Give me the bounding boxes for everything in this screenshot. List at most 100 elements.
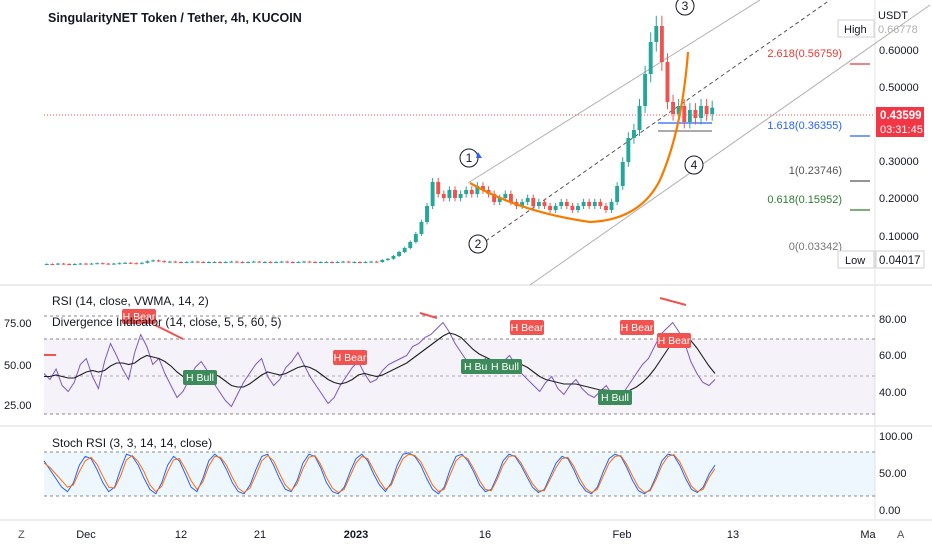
candle-body xyxy=(50,264,55,265)
cup-curve xyxy=(469,51,690,224)
candle-body xyxy=(576,206,580,210)
candle-body xyxy=(357,262,362,263)
h-bull-badge xyxy=(183,370,217,385)
candle-body xyxy=(430,182,435,206)
candle-body xyxy=(346,261,351,263)
candle-body xyxy=(631,130,636,138)
candle-body xyxy=(699,106,703,118)
candle-body xyxy=(307,261,312,263)
price-axis-tick: 0.60000 xyxy=(879,45,919,57)
zoom-icon[interactable]: Z xyxy=(18,529,25,541)
stoch-axis-tick: 50.00 xyxy=(879,468,907,480)
low-value-box xyxy=(875,250,925,269)
rsi-left-tick: 50.00 xyxy=(4,360,32,372)
candle-body xyxy=(128,262,133,264)
candle-body xyxy=(290,262,295,263)
rsi-right-tick: 40.00 xyxy=(879,387,907,399)
candle-body xyxy=(447,190,452,198)
stoch-k-line xyxy=(43,452,716,495)
stoch-axis-tick: 100.00 xyxy=(879,431,913,443)
candle-body xyxy=(184,262,189,263)
h-bear-badge xyxy=(122,309,156,324)
divergence-badge-text: H Bull xyxy=(491,361,519,373)
candle-body xyxy=(441,194,446,198)
fib-level-label: 1.618(0.36355) xyxy=(767,120,842,132)
candle-body xyxy=(257,261,262,263)
h-bear-badge xyxy=(657,333,691,348)
candle-body xyxy=(352,262,357,263)
candle-body xyxy=(525,198,530,202)
candle-body xyxy=(542,202,547,206)
candles xyxy=(44,15,715,266)
candle-body xyxy=(206,262,211,263)
candle-body xyxy=(67,264,72,265)
candle-body xyxy=(324,262,329,263)
time-axis-tick: Dec xyxy=(76,529,96,541)
fib-level-label: 1(0.23746) xyxy=(789,165,842,177)
candle-body xyxy=(682,106,687,122)
divergence-badge-text: H Bull xyxy=(186,372,214,384)
candle-body xyxy=(475,186,480,194)
high-label: High xyxy=(844,24,867,36)
price-axis-tick: 0.50000 xyxy=(879,82,919,94)
time-axis-tick: Feb xyxy=(613,529,632,541)
candle-body xyxy=(581,202,586,206)
time-axis-tick: 2023 xyxy=(344,529,368,541)
candle-body xyxy=(380,260,385,262)
time-axis-tick: Ma xyxy=(860,529,876,541)
candle-body xyxy=(268,262,273,263)
candle-body xyxy=(520,202,525,206)
rsi-right-tick: 80.00 xyxy=(879,314,907,326)
rsi-left-tick: 75.00 xyxy=(4,318,32,330)
candle-body xyxy=(156,260,161,262)
price-axis-tick: 0.30000 xyxy=(879,156,919,168)
candle-body xyxy=(693,110,698,118)
trend-channel xyxy=(44,0,931,286)
h-bull-badge xyxy=(598,390,632,405)
axes: 0.60000 0.50000 0.30000 0.20000 0.10000 75.00… xyxy=(4,45,919,541)
candle-body xyxy=(548,206,553,210)
wave-label: 2 xyxy=(475,237,482,251)
low-tag xyxy=(837,250,875,269)
channel-lower-line xyxy=(529,4,931,286)
h-bear-badge xyxy=(510,320,544,335)
wave-label: 3 xyxy=(682,0,689,13)
candle-body xyxy=(139,262,144,264)
candle-body xyxy=(167,261,172,263)
candle-body xyxy=(318,262,323,263)
stoch-d-line xyxy=(43,453,716,494)
divergence-badge-text: H Bull xyxy=(464,361,492,373)
candle-body xyxy=(397,252,402,256)
current-price-value: 0.43599 xyxy=(880,110,922,122)
fib-levels: 2.618(0.56759) 1.618(0.36355) 1(0.23746) 0.… xyxy=(767,48,870,258)
candle-body xyxy=(710,107,715,114)
divergence-badge-text: H Bear xyxy=(621,322,654,334)
candle-body xyxy=(296,262,301,263)
candle-body xyxy=(173,261,178,263)
candle-body xyxy=(604,206,608,210)
candle-body xyxy=(676,106,681,114)
auto-scale-icon[interactable]: A xyxy=(897,529,905,541)
wave-label: 4 xyxy=(691,158,698,172)
candle-body xyxy=(72,264,77,265)
divergence-badge-text: H Bear xyxy=(334,352,367,364)
candle-body xyxy=(341,261,346,263)
candle-body xyxy=(151,260,155,262)
h-bear-badge xyxy=(620,320,654,335)
stoch-band xyxy=(44,452,875,496)
candle-body xyxy=(570,206,575,210)
candle-body xyxy=(564,202,569,206)
price-axis-tick: 0.20000 xyxy=(879,193,919,205)
candle-body xyxy=(492,194,497,202)
candle-body xyxy=(313,262,318,263)
currency-label: USDT xyxy=(878,10,908,22)
candle-body xyxy=(687,110,692,122)
divergence-title: Divergence Indicator (14, close, 5, 5, 6… xyxy=(52,315,281,329)
candle-body xyxy=(56,263,60,265)
candle-body xyxy=(497,198,502,202)
candle-body xyxy=(95,263,100,265)
candle-body xyxy=(363,262,368,263)
price-axis-tick: 0.10000 xyxy=(879,231,919,243)
divergence-badge-text: H Bear xyxy=(658,335,691,347)
